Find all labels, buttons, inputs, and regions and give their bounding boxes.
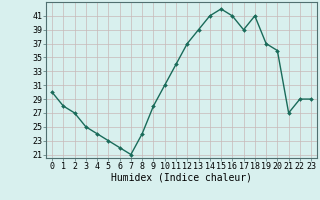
X-axis label: Humidex (Indice chaleur): Humidex (Indice chaleur) [111, 173, 252, 183]
